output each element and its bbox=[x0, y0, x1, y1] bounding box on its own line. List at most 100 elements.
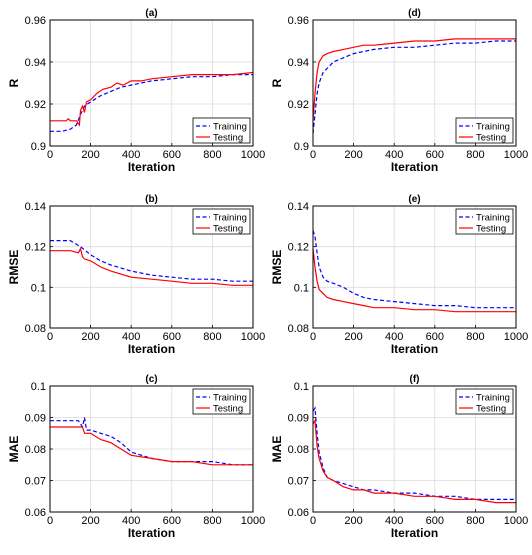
chart-panel: 0 200 400 600 800 1000 0.9 0.92 0.94 0.96 (a) Itera… bbox=[7, 8, 265, 174]
y-tick-label: 0.9 bbox=[31, 141, 46, 153]
legend-label: Testing bbox=[476, 404, 506, 415]
y-axis-label: RMSE bbox=[7, 250, 21, 285]
legend-box bbox=[192, 117, 251, 144]
x-tick-label: 200 bbox=[81, 149, 99, 161]
x-tick-label: 800 bbox=[203, 149, 221, 161]
x-tick-label: 0 bbox=[310, 515, 316, 527]
x-axis-label: Iteration bbox=[128, 342, 175, 356]
x-tick-label: 600 bbox=[426, 331, 444, 343]
axes-frame bbox=[312, 385, 517, 513]
legend-label: Training bbox=[213, 393, 247, 404]
legend-box bbox=[192, 388, 251, 415]
axes-frame bbox=[312, 19, 517, 147]
axes-frame bbox=[49, 385, 254, 513]
chart-title: (c) bbox=[145, 374, 157, 385]
x-tick-label: 400 bbox=[385, 331, 403, 343]
legend-box bbox=[455, 208, 514, 235]
chart-panel: 0 200 400 600 800 1000 0.06 0.07 0.08 0.09 0.1 (c) I… bbox=[7, 374, 265, 540]
x-tick-label: 800 bbox=[466, 515, 484, 527]
y-tick-label: 0.96 bbox=[25, 15, 46, 27]
legend-label: Testing bbox=[213, 224, 243, 235]
y-tick-label: 0.07 bbox=[288, 476, 309, 488]
chart-title: (e) bbox=[408, 194, 420, 205]
x-axis-label: Iteration bbox=[391, 160, 438, 174]
series-line-training bbox=[312, 406, 516, 500]
x-tick-label: 0 bbox=[47, 515, 53, 527]
series-line-training bbox=[312, 40, 516, 134]
y-tick-label: 0.09 bbox=[25, 413, 46, 425]
x-tick-label: 1000 bbox=[504, 331, 528, 343]
series-line-testing bbox=[312, 248, 516, 313]
y-tick-label: 0.92 bbox=[25, 99, 46, 111]
chart-panel: 0 200 400 600 800 1000 0.08 0.1 0.12 0.14 (b) Itera… bbox=[7, 194, 265, 356]
x-tick-label: 1000 bbox=[504, 515, 528, 527]
y-tick-label: 0.96 bbox=[288, 15, 309, 27]
x-tick-label: 0 bbox=[310, 331, 316, 343]
y-axis-label: R bbox=[7, 78, 21, 87]
x-tick-label: 600 bbox=[163, 515, 181, 527]
y-tick-label: 0.14 bbox=[25, 201, 46, 213]
series-line-testing bbox=[50, 71, 254, 127]
series-line-training bbox=[312, 230, 516, 309]
y-tick-label: 0.12 bbox=[288, 242, 309, 254]
x-axis-label: Iteration bbox=[128, 160, 175, 174]
x-tick-label: 1000 bbox=[504, 149, 528, 161]
y-tick-label: 0.1 bbox=[31, 282, 46, 294]
y-tick-label: 0.1 bbox=[294, 381, 309, 393]
legend-label: Training bbox=[476, 122, 510, 133]
x-tick-label: 200 bbox=[344, 149, 362, 161]
x-tick-label: 600 bbox=[163, 331, 181, 343]
y-axis-label: RMSE bbox=[270, 250, 284, 285]
y-tick-label: 0.94 bbox=[25, 57, 46, 69]
y-axis-label: MAE bbox=[7, 436, 21, 463]
series-line-testing bbox=[312, 38, 516, 121]
y-tick-label: 0.1 bbox=[31, 381, 46, 393]
y-tick-label: 0.09 bbox=[288, 413, 309, 425]
legend-label: Testing bbox=[213, 404, 243, 415]
series-line-testing bbox=[50, 426, 253, 466]
chart-title: (a) bbox=[145, 8, 157, 19]
y-tick-label: 0.08 bbox=[288, 444, 309, 456]
chart-title: (d) bbox=[408, 8, 421, 19]
x-tick-label: 400 bbox=[385, 515, 403, 527]
x-axis-label: Iteration bbox=[128, 526, 175, 540]
x-tick-label: 800 bbox=[203, 331, 221, 343]
legend-label: Training bbox=[213, 122, 247, 133]
x-tick-label: 200 bbox=[81, 515, 99, 527]
x-tick-label: 600 bbox=[426, 515, 444, 527]
legend-label: Training bbox=[213, 213, 247, 224]
x-tick-label: 0 bbox=[310, 149, 316, 161]
y-tick-label: 0.08 bbox=[25, 444, 46, 456]
chart-panel: 0 200 400 600 800 1000 0.08 0.1 0.12 0.14 (e) Itera… bbox=[270, 194, 528, 356]
x-tick-label: 1000 bbox=[241, 149, 265, 161]
y-tick-label: 0.94 bbox=[288, 57, 309, 69]
x-tick-label: 200 bbox=[344, 515, 362, 527]
y-tick-label: 0.06 bbox=[288, 507, 309, 519]
axes-frame bbox=[49, 205, 254, 329]
y-tick-label: 0.07 bbox=[25, 476, 46, 488]
x-tick-label: 400 bbox=[122, 331, 140, 343]
y-tick-label: 0.08 bbox=[25, 323, 46, 335]
legend-label: Testing bbox=[476, 224, 506, 235]
y-tick-label: 0.06 bbox=[25, 507, 46, 519]
y-tick-label: 0.9 bbox=[294, 141, 309, 153]
x-tick-label: 200 bbox=[344, 331, 362, 343]
x-tick-label: 1000 bbox=[241, 515, 265, 527]
y-axis-label: MAE bbox=[270, 436, 284, 463]
y-tick-label: 0.12 bbox=[25, 242, 46, 254]
chart-title: (f) bbox=[410, 374, 420, 385]
x-tick-label: 400 bbox=[122, 515, 140, 527]
legend-label: Testing bbox=[213, 133, 243, 144]
y-axis-label: R bbox=[270, 78, 284, 87]
x-tick-label: 400 bbox=[122, 149, 140, 161]
y-tick-label: 0.14 bbox=[288, 201, 309, 213]
series-line-training bbox=[50, 73, 253, 132]
x-tick-label: 800 bbox=[466, 331, 484, 343]
legend-label: Training bbox=[476, 393, 510, 404]
series-line-testing bbox=[50, 246, 253, 286]
